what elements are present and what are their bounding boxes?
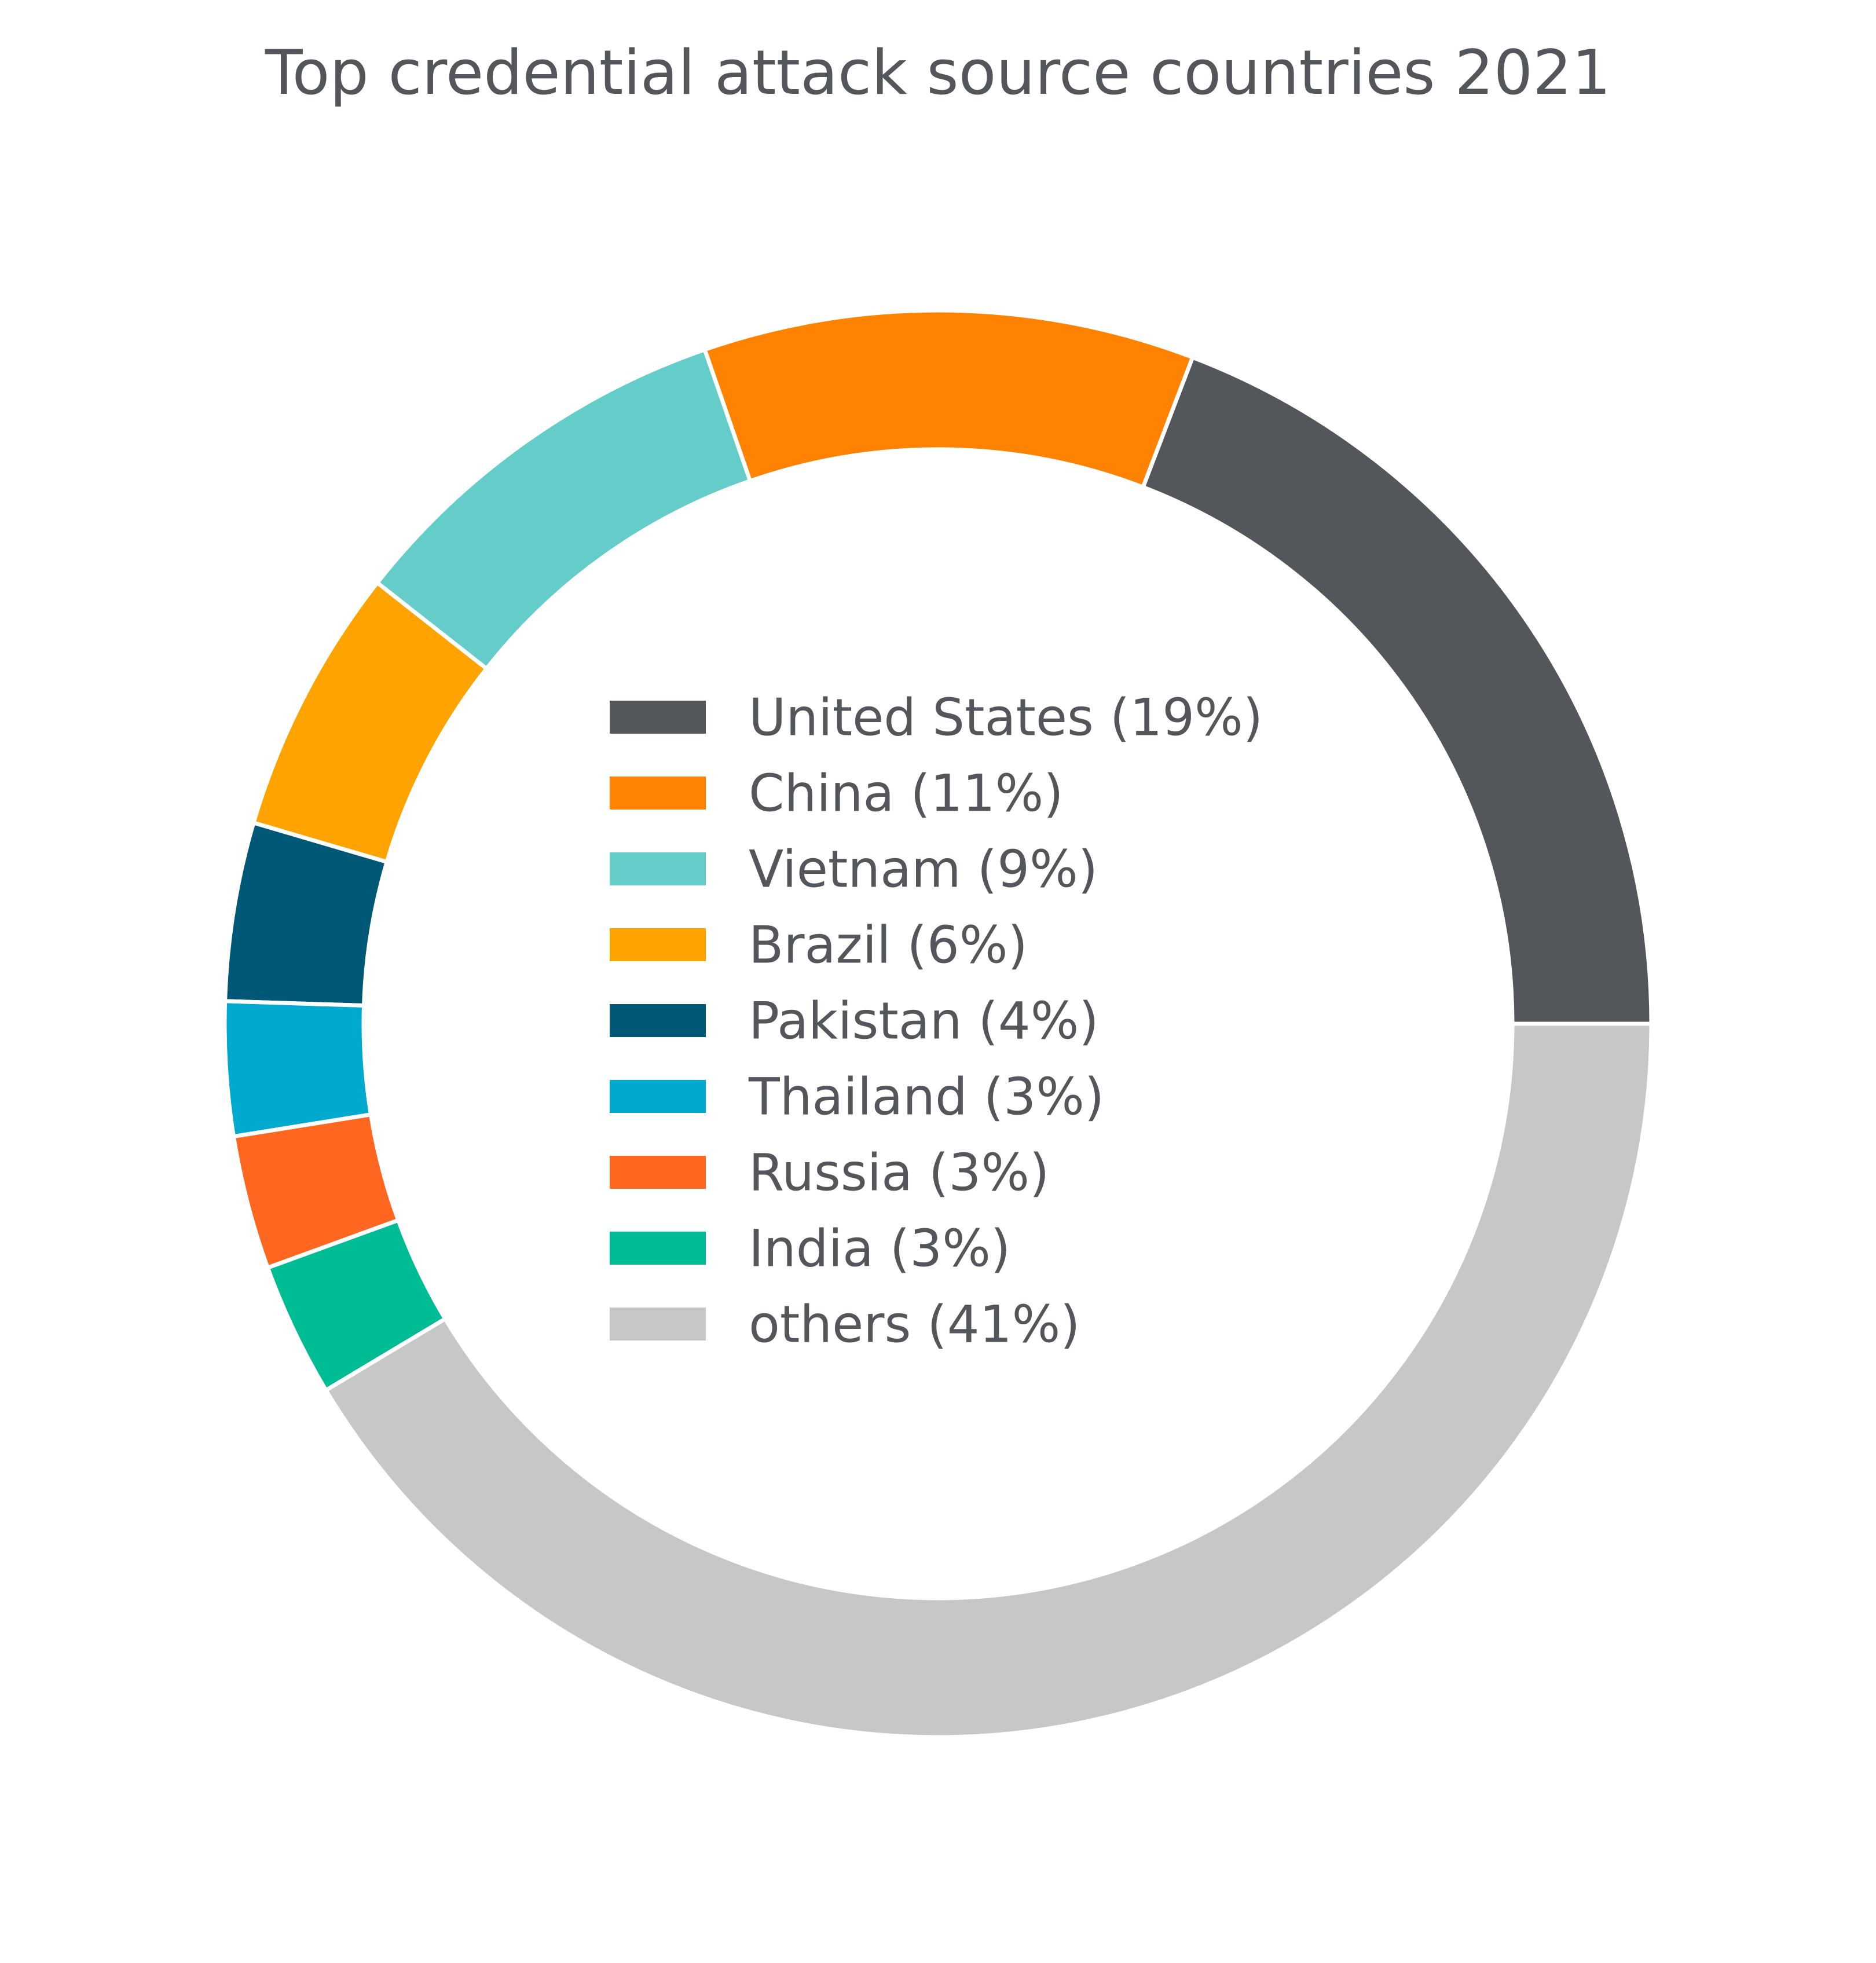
legend-swatch bbox=[610, 1232, 706, 1265]
legend-item-india: India (3%) bbox=[610, 1219, 1010, 1279]
legend-swatch bbox=[610, 852, 706, 885]
legend-item-united-states: United States (19%) bbox=[610, 688, 1263, 748]
slice-others bbox=[323, 1021, 1654, 1739]
legend-label: Russia (3%) bbox=[749, 1143, 1049, 1203]
legend-label: others (41%) bbox=[749, 1295, 1080, 1354]
legend-swatch bbox=[610, 1308, 706, 1341]
legend-item-vietnam: Vietnam (9%) bbox=[610, 840, 1098, 899]
slice-vietnam bbox=[374, 347, 753, 672]
legend-item-china: China (11%) bbox=[610, 764, 1064, 823]
legend-label: Vietnam (9%) bbox=[749, 840, 1098, 899]
legend-swatch bbox=[610, 1004, 706, 1037]
legend-label: Thailand (3%) bbox=[748, 1067, 1104, 1127]
legend-label: United States (19%) bbox=[749, 688, 1263, 748]
legend-item-pakistan: Pakistan (4%) bbox=[610, 991, 1099, 1051]
legend-item-brazil: Brazil (6%) bbox=[610, 915, 1028, 975]
legend-swatch bbox=[610, 701, 706, 734]
legend-item-others: others (41%) bbox=[610, 1295, 1080, 1354]
legend-item-russia: Russia (3%) bbox=[610, 1143, 1049, 1203]
legend-swatch bbox=[610, 1080, 706, 1113]
legend-label: Brazil (6%) bbox=[749, 915, 1028, 975]
legend-swatch bbox=[610, 777, 706, 810]
chart-title: Top credential attack source countries 2… bbox=[265, 37, 1611, 108]
legend-swatch bbox=[610, 928, 706, 961]
legend-label: India (3%) bbox=[749, 1219, 1010, 1279]
legend-label: China (11%) bbox=[749, 764, 1064, 823]
donut-slices bbox=[222, 308, 1654, 1739]
legend: United States (19%) China (11%) Vietnam (9… bbox=[610, 688, 1263, 1354]
slice-united-states bbox=[1140, 354, 1654, 1026]
legend-swatch bbox=[610, 1156, 706, 1189]
legend-item-thailand: Thailand (3%) bbox=[610, 1067, 1104, 1127]
slice-china bbox=[702, 308, 1196, 490]
legend-label: Pakistan (4%) bbox=[749, 991, 1099, 1051]
